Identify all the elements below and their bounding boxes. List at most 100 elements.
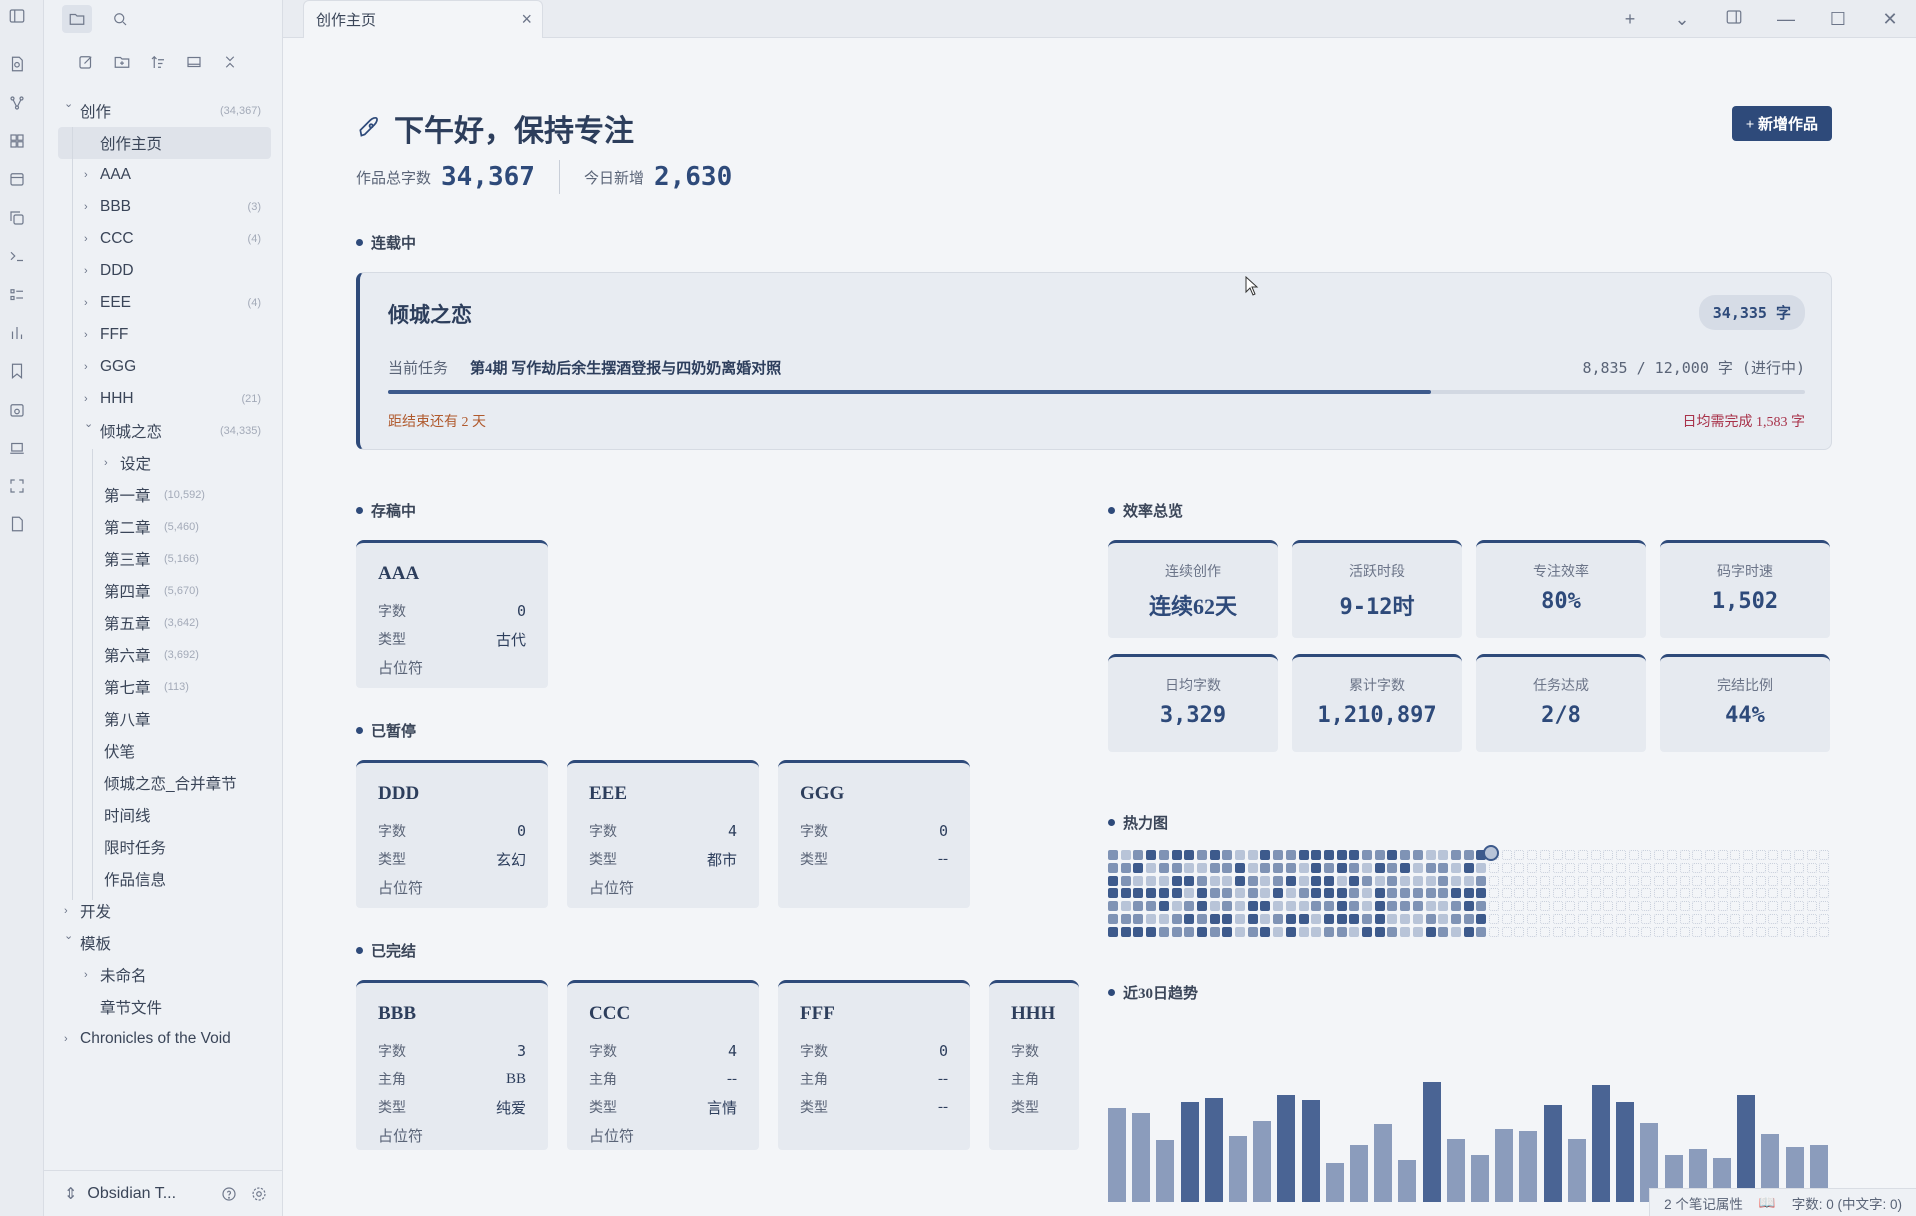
note-properties[interactable]: 2 个笔记属性: [1664, 1196, 1743, 1212]
chevron-down-icon[interactable]: ⌄: [84, 418, 94, 430]
list-icon[interactable]: [7, 285, 27, 305]
work-card[interactable]: DDD 字数 0 类型 玄幻 占位符: [356, 760, 548, 908]
chevron-right-icon[interactable]: ›: [84, 393, 88, 405]
work-card[interactable]: HHH 字数 主角 类型: [989, 980, 1079, 1150]
serial-card[interactable]: 倾城之恋 34,335 字 当前任务 第4期 写作劫后余生摆酒登报与四奶奶离婚对…: [356, 272, 1832, 450]
tree-item[interactable]: 第四章 (5,670): [44, 575, 283, 607]
chevron-right-icon[interactable]: ›: [84, 969, 88, 981]
collapse-view-icon[interactable]: [184, 52, 204, 72]
new-work-button[interactable]: + 新增作品: [1731, 106, 1832, 141]
collapse-all-icon[interactable]: [220, 52, 240, 72]
tab-list-icon[interactable]: ⌄: [1674, 8, 1690, 29]
chevron-right-icon[interactable]: ›: [84, 361, 88, 373]
tab-close-icon[interactable]: ×: [521, 9, 532, 29]
chevron-right-icon[interactable]: ›: [84, 201, 88, 213]
work-card[interactable]: FFF 字数 0 主角 -- 类型 --: [778, 980, 970, 1150]
sort-icon[interactable]: [148, 52, 168, 72]
chevron-down-icon[interactable]: ⌄: [64, 930, 74, 942]
new-folder-icon[interactable]: [112, 52, 132, 72]
tree-item[interactable]: › EEE (4): [44, 287, 283, 319]
chevron-right-icon[interactable]: ›: [64, 1033, 68, 1045]
chevron-right-icon[interactable]: ›: [84, 297, 88, 309]
tree-item[interactable]: 第三章 (5,166): [44, 543, 283, 575]
maximize-icon[interactable]: ☐: [1829, 8, 1847, 29]
tree-item[interactable]: 第五章 (3,642): [44, 607, 283, 639]
tree-item[interactable]: › BBB (3): [44, 191, 283, 223]
copy-icon[interactable]: [7, 208, 27, 228]
tree-item[interactable]: 作品信息: [44, 863, 283, 895]
work-card[interactable]: CCC 字数 4 主角 -- 类型 言情 占位符: [567, 980, 759, 1150]
metric-label: 完结比例: [1717, 679, 1773, 694]
clock-calendar-icon[interactable]: [7, 400, 27, 420]
new-note-icon[interactable]: [76, 52, 96, 72]
work-card[interactable]: BBB 字数 3 主角 BB 类型 纯爱 占位符: [356, 980, 548, 1150]
tree-item[interactable]: 限时任务: [44, 831, 283, 863]
chart-icon[interactable]: [7, 323, 27, 343]
tree-item[interactable]: › GGG: [44, 351, 283, 383]
vault-switcher[interactable]: ⇕ Obsidian T...: [44, 1170, 283, 1216]
tree-item[interactable]: › Chronicles of the Void: [44, 1023, 283, 1055]
work-field: 字数 0: [378, 597, 526, 625]
chevron-right-icon[interactable]: ›: [104, 457, 108, 469]
bookmark-icon[interactable]: [7, 361, 27, 381]
tree-item[interactable]: › 设定: [44, 447, 283, 479]
minimize-icon[interactable]: —: [1777, 8, 1795, 29]
work-card[interactable]: AAA 字数 0 类型 古代 占位符: [356, 540, 548, 688]
page-icon[interactable]: [7, 514, 27, 534]
calendar-icon[interactable]: [7, 169, 27, 189]
heatmap-cell: [1654, 875, 1665, 886]
tree-item[interactable]: › 未命名: [44, 959, 283, 991]
close-window-icon[interactable]: ✕: [1882, 8, 1898, 29]
settings-gear-icon[interactable]: [249, 1184, 269, 1204]
chevron-down-icon[interactable]: ⌄: [64, 98, 74, 110]
tree-item-count: (3,642): [164, 617, 199, 629]
tree-item[interactable]: 章节文件: [44, 991, 283, 1023]
tree-item[interactable]: 第七章 (113): [44, 671, 283, 703]
heatmap-cell: [1120, 862, 1131, 873]
tree-item[interactable]: 伏笔: [44, 735, 283, 767]
work-card[interactable]: GGG 字数 0 类型 --: [778, 760, 970, 908]
chevron-right-icon[interactable]: ›: [64, 905, 68, 917]
laptop-icon[interactable]: [7, 438, 27, 458]
reading-view-icon[interactable]: 📖: [1758, 1194, 1776, 1210]
terminal-icon[interactable]: [7, 246, 27, 266]
tree-item[interactable]: › 开发: [44, 895, 283, 927]
tree-item[interactable]: ⌄ 模板: [44, 927, 283, 959]
tree-item[interactable]: › HHH (21): [44, 383, 283, 415]
graph-icon[interactable]: [7, 93, 27, 113]
heatmap-cell: [1349, 850, 1360, 860]
heatmap-cell: [1743, 862, 1753, 873]
chevron-right-icon[interactable]: ›: [84, 265, 88, 277]
search-icon[interactable]: [110, 9, 130, 29]
sidebar-toggle-icon[interactable]: [7, 6, 27, 26]
tree-item[interactable]: 第一章 (10,592): [44, 479, 283, 511]
tree-item[interactable]: › CCC (4): [44, 223, 283, 255]
chevron-right-icon[interactable]: ›: [84, 169, 88, 181]
chevron-right-icon[interactable]: ›: [84, 233, 88, 245]
tab-home[interactable]: 创作主页 ×: [303, 0, 543, 38]
help-icon[interactable]: [219, 1184, 239, 1204]
tree-item[interactable]: ⌄ 创作 (34,367): [44, 95, 283, 127]
right-sidebar-icon[interactable]: [1708, 8, 1760, 31]
tree-item[interactable]: 创作主页: [58, 127, 271, 159]
tree-item[interactable]: › AAA: [44, 159, 283, 191]
tree-item[interactable]: › FFF: [44, 319, 283, 351]
heatmap-cell: [1247, 888, 1258, 899]
heatmap-cell: [1285, 901, 1296, 912]
tree-item[interactable]: 倾城之恋_合并章节: [44, 767, 283, 799]
heatmap-cell: [1679, 914, 1690, 924]
tree-item[interactable]: 第六章 (3,692): [44, 639, 283, 671]
tree-item[interactable]: › DDD: [44, 255, 283, 287]
tree-item[interactable]: 时间线: [44, 799, 283, 831]
tree-item[interactable]: 第八章: [44, 703, 283, 735]
expand-icon[interactable]: [7, 476, 27, 496]
tree-item[interactable]: ⌄ 倾城之恋 (34,335): [44, 415, 283, 447]
work-card[interactable]: EEE 字数 4 类型 都市 占位符: [567, 760, 759, 908]
heatmap-cell: [1781, 926, 1792, 937]
tree-item[interactable]: 第二章 (5,460): [44, 511, 283, 543]
search-file-icon[interactable]: [7, 54, 27, 74]
folder-icon[interactable]: [62, 5, 92, 33]
chevron-right-icon[interactable]: ›: [84, 329, 88, 341]
new-tab-icon[interactable]: +: [1624, 8, 1636, 29]
grid-icon[interactable]: [7, 131, 27, 151]
